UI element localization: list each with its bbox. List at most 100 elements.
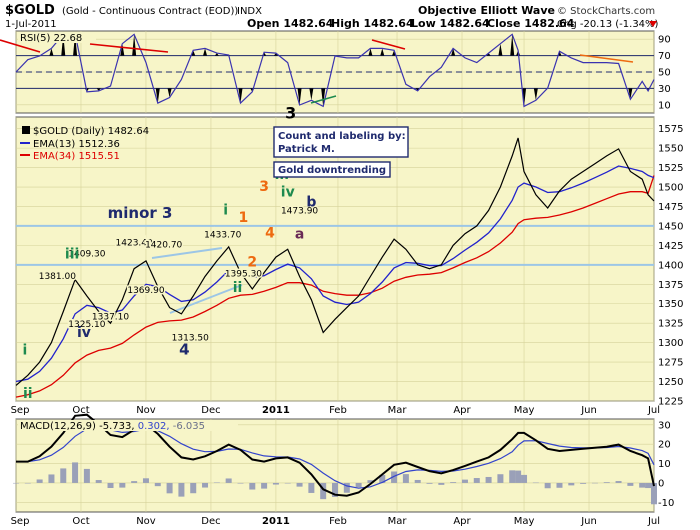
macd-histogram-bar (272, 482, 279, 485)
x-axis-label: Feb (329, 516, 347, 527)
macd-histogram-bar (320, 482, 327, 500)
wave-label: 4 (265, 226, 275, 242)
macd-histogram-bar (296, 482, 303, 487)
macd-histogram-bar (509, 470, 516, 483)
macd-histogram-bar (225, 478, 232, 483)
chart-name: (Gold - Continuous Contract (EOD)) (62, 6, 238, 17)
wave-label: ii (23, 386, 33, 402)
macd-histogram-bar (83, 468, 90, 483)
legend-swatch-price (22, 126, 30, 134)
price-tick-label: 1525 (658, 163, 683, 174)
wave-label: i (22, 342, 27, 358)
macd-histogram-bar (355, 482, 362, 488)
trendline-lower (169, 284, 243, 314)
macd-histogram-bar (568, 482, 575, 486)
macd-histogram-bar (24, 482, 31, 484)
x-axis-label: Jun (580, 516, 597, 527)
chart-symbol: $GOLD (5, 3, 55, 18)
rsi-label-bg (18, 32, 96, 43)
ema13-line (15, 165, 655, 383)
close-value: Close 1482.64 (487, 17, 575, 30)
macd-signal-value: 0.302, (135, 421, 170, 432)
macd-histogram-bar (249, 482, 256, 490)
macd-tick-label: -10 (658, 498, 674, 509)
macd-histogram-bar (461, 479, 468, 483)
rsi-trendline-green (310, 95, 337, 104)
source-title: Objective Elliott Wave (418, 4, 555, 17)
price-tick-label: 1275 (658, 358, 683, 369)
wave-label: iv (281, 184, 295, 200)
rsi-trendline-3 (371, 39, 406, 50)
macd-label-bg (18, 420, 238, 431)
macd-histogram-bar (402, 474, 409, 483)
macd-histogram-bar (426, 482, 433, 484)
price-annotation: 1409.30 (68, 249, 105, 259)
macd-histogram-bar (119, 482, 126, 488)
macd-tick-label: 20 (658, 440, 671, 451)
ema34-line (15, 175, 655, 398)
macd-histogram-bar (515, 470, 522, 483)
macd-histogram-bar (308, 482, 315, 493)
price-x-axis: Sep Oct Nov Dec 2011 Feb Mar Apr May Jun Jul (11, 405, 660, 416)
down-arrow-icon (649, 21, 657, 27)
rsi-trendline-4 (579, 54, 634, 63)
x-axis-label: 2011 (262, 516, 290, 527)
exchange-label: INDX (237, 6, 262, 17)
macd-histogram-bar (450, 482, 457, 483)
price-tick-label: 1425 (658, 241, 683, 252)
macd-histogram-bar (627, 482, 634, 486)
price-tick-label: 1400 (658, 260, 683, 271)
trendline-upper (151, 247, 223, 259)
x-axis-label: Apr (453, 516, 471, 527)
macd-histogram-bar (13, 482, 19, 484)
low-value: Low 1482.64 (411, 17, 490, 30)
macd-histogram-bar (615, 481, 622, 483)
macd-panel-bg (15, 418, 655, 513)
macd-histogram-bar (521, 474, 528, 483)
macd-histogram-bar (485, 476, 492, 483)
macd-hist-value: -6.035 (170, 421, 205, 432)
macd-tick-label: 10 (658, 459, 671, 470)
rsi-panel: 10 30 50 70 90 RSI(5) 22.68 (0, 30, 671, 114)
price-tick-label: 1325 (658, 319, 683, 330)
macd-histogram-bar (213, 482, 220, 483)
price-tick-label: 1575 (658, 124, 683, 135)
note-author-line2: Patrick M. (278, 144, 335, 155)
price-tick-label: 1225 (658, 397, 683, 408)
macd-histogram-bar (414, 479, 421, 483)
wave-label: ii (233, 280, 243, 296)
price-tick-label: 1500 (658, 183, 683, 194)
wave-label: b (306, 194, 316, 210)
wave-label: iii (65, 247, 79, 263)
copyright: © StockCharts.com (557, 6, 655, 17)
macd-histogram-bar (603, 482, 610, 483)
macd-histogram-bar (332, 482, 338, 497)
price-tick-label: 1475 (658, 202, 683, 213)
price-annotation: 1395.30 (225, 270, 262, 280)
wave-label: 1 (239, 210, 249, 226)
wave-label: iv (77, 325, 91, 341)
macd-histogram-bar (379, 474, 386, 483)
wave-label: minor 3 (108, 204, 173, 222)
x-axis-label: Sep (11, 405, 30, 416)
rsi-trendline-1 (0, 39, 41, 53)
price-annotation: 1337.10 (92, 312, 129, 322)
macd-histogram-bar (343, 482, 350, 493)
price-annotation: 1325.10 (68, 320, 105, 330)
price-tick-label: 1375 (658, 280, 683, 291)
x-axis-label: Sep (11, 516, 30, 527)
price-annotation: 1313.50 (172, 333, 209, 343)
price-tick-label: 1250 (658, 377, 683, 388)
x-axis-label: 2011 (262, 405, 290, 416)
price-line (15, 137, 655, 386)
macd-label: MACD(12,26,9) -5.733, 0.302, -6.035 (20, 421, 205, 432)
x-axis-label: Jun (580, 405, 597, 416)
price-tick-label: 1550 (658, 144, 683, 155)
macd-histogram-bar (651, 482, 657, 505)
rsi-tick-label: 50 (658, 68, 671, 79)
macd-histogram-bar (261, 482, 268, 489)
price-legend: $GOLD (Daily) 1482.64 EMA(13) 1512.36 EM… (20, 126, 149, 162)
macd-histogram-bar (237, 482, 244, 484)
open-value: Open 1482.64 (247, 17, 334, 30)
x-axis-label: Nov (136, 405, 156, 416)
